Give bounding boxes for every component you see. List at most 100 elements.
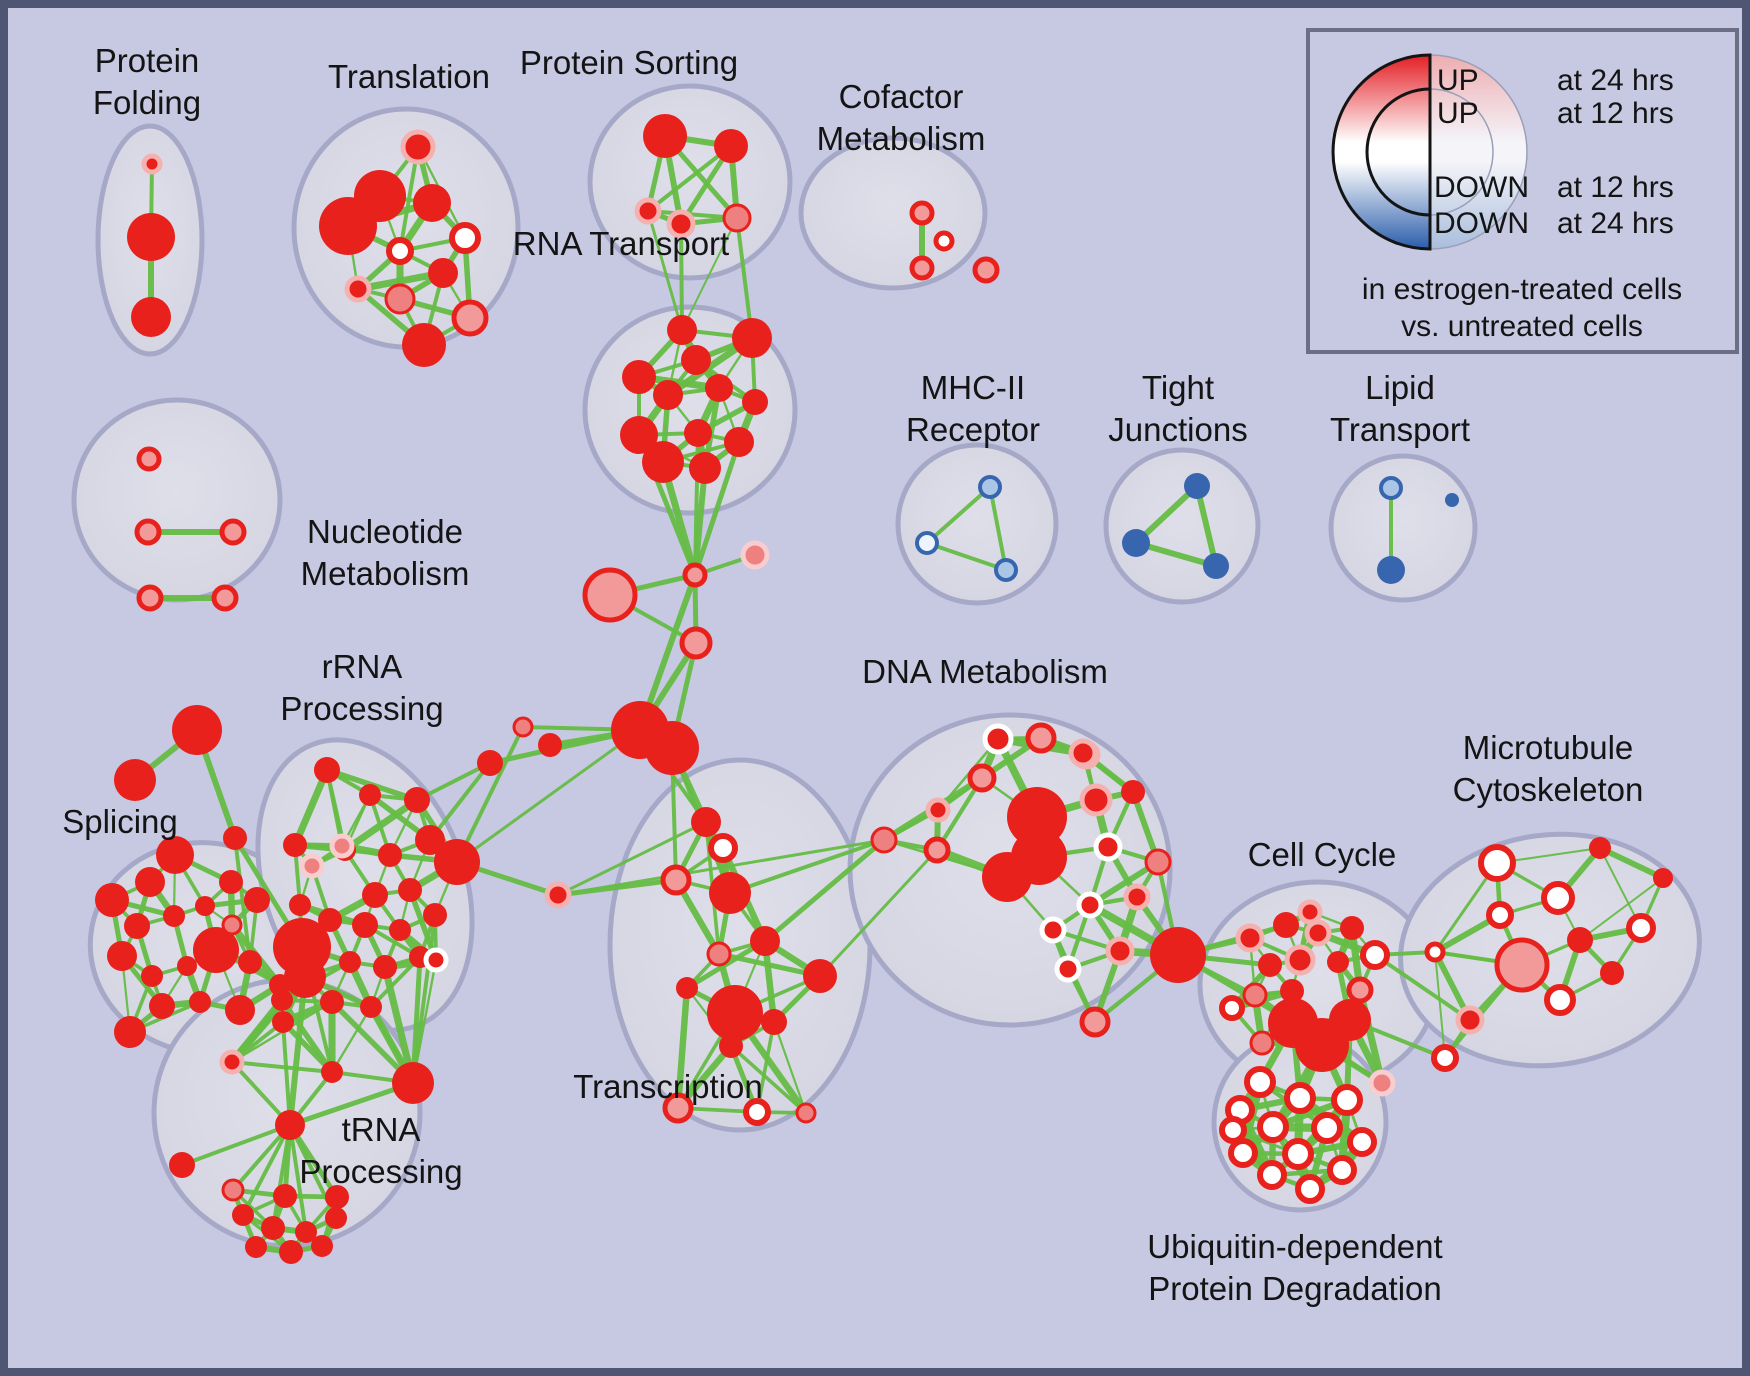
cluster-label-protein-folding: Folding: [93, 84, 201, 121]
network-node: [273, 1184, 297, 1208]
network-node: [1445, 493, 1459, 507]
network-node: [1054, 955, 1082, 983]
network-node: [666, 209, 696, 239]
network-node: [1284, 1082, 1316, 1114]
network-edge: [330, 1005, 373, 1074]
network-node: [582, 567, 638, 623]
network-node: [318, 908, 342, 932]
network-node: [299, 853, 325, 879]
network-node: [1327, 951, 1349, 973]
network-node: [373, 955, 397, 979]
network-node: [1282, 1138, 1314, 1170]
network-node: [1079, 783, 1113, 817]
network-node: [225, 995, 255, 1025]
cluster-lipid-transport-ellipse: [1328, 453, 1478, 603]
legend-note-line1: in estrogen-treated cells: [1362, 273, 1682, 306]
network-node: [803, 959, 837, 993]
network-node: [272, 1011, 294, 1033]
network-edge: [681, 217, 738, 331]
network-node: [1360, 940, 1390, 970]
network-node: [681, 345, 711, 375]
network-node: [219, 518, 247, 546]
network-node: [398, 878, 422, 902]
cluster-label-microtubule-cytoskeleton: Cytoskeleton: [1453, 771, 1644, 808]
network-node: [923, 836, 951, 864]
network-node: [689, 452, 721, 484]
network-edge: [291, 766, 331, 849]
network-node: [1258, 953, 1282, 977]
network-node: [742, 389, 768, 415]
network-node: [709, 872, 751, 914]
network-node: [1105, 936, 1135, 966]
network-node: [1340, 916, 1364, 940]
legend-down-inner-time: at 12 hrs: [1557, 171, 1674, 204]
network-node: [451, 299, 489, 337]
network-node: [1347, 1127, 1377, 1157]
network-node: [1025, 722, 1057, 754]
cluster-tight-junctions-ellipse: [1103, 447, 1261, 605]
network-node: [360, 996, 382, 1018]
network-node: [1257, 1160, 1287, 1190]
network-edge: [646, 144, 733, 213]
network-edge: [556, 820, 708, 897]
network-node: [136, 584, 164, 612]
network-node: [1122, 529, 1150, 557]
network-node: [1311, 1112, 1343, 1144]
network-node: [325, 1185, 349, 1209]
network-node: [512, 716, 534, 738]
network-edge: [735, 216, 754, 340]
legend-ring-inner-left: [1365, 87, 1432, 217]
network-node: [795, 1102, 817, 1124]
network-node: [761, 1009, 787, 1035]
network-node: [994, 558, 1018, 582]
network-edge: [233, 836, 252, 964]
cluster-label-nucleotide-metabolism: Nucleotide: [307, 513, 463, 550]
network-node: [195, 896, 215, 916]
network-node: [434, 839, 480, 885]
network-node: [339, 951, 361, 973]
network-node: [1249, 1030, 1275, 1056]
network-node: [707, 985, 763, 1041]
cluster-label-mhc-ii-receptor: MHC-II: [921, 369, 1025, 406]
network-node: [1297, 899, 1323, 925]
cluster-label-microtubule-cytoskeleton: Microtubule: [1463, 729, 1634, 766]
network-edge: [180, 1123, 292, 1167]
network-node: [232, 1204, 254, 1226]
network-node: [402, 323, 446, 367]
network-node: [1544, 984, 1576, 1016]
network-node: [428, 258, 458, 288]
network-node: [311, 1235, 333, 1257]
network-node: [1567, 927, 1593, 953]
network-edge: [455, 728, 642, 864]
network-node: [289, 894, 311, 916]
network-node: [244, 887, 270, 913]
network-edge: [728, 838, 886, 895]
network-node: [131, 297, 171, 337]
network-node: [708, 833, 738, 863]
network-node: [1219, 995, 1245, 1021]
network-node: [1184, 473, 1210, 499]
network-node: [124, 913, 150, 939]
network-edge: [646, 209, 684, 332]
legend-up-outer-label: UP: [1437, 64, 1479, 97]
network-node: [706, 941, 732, 967]
network-node: [1331, 1084, 1363, 1116]
network-node: [392, 1062, 434, 1104]
network-node: [705, 374, 733, 402]
network-node: [329, 833, 355, 859]
network-node: [1123, 883, 1151, 911]
cluster-label-tight-junctions: Tight: [1142, 369, 1214, 406]
network-node: [719, 1034, 743, 1058]
network-node: [141, 965, 163, 987]
network-node: [1379, 476, 1403, 500]
network-node: [925, 797, 951, 823]
network-edge: [556, 838, 886, 897]
network-node: [634, 197, 662, 225]
legend-down-inner-label: DOWN: [1434, 171, 1529, 204]
network-node: [750, 926, 780, 956]
network-node: [238, 950, 262, 974]
network-node: [622, 360, 656, 394]
cluster-label-transcription: Transcription: [573, 1068, 763, 1105]
legend-up-inner-time: at 12 hrs: [1557, 97, 1674, 130]
